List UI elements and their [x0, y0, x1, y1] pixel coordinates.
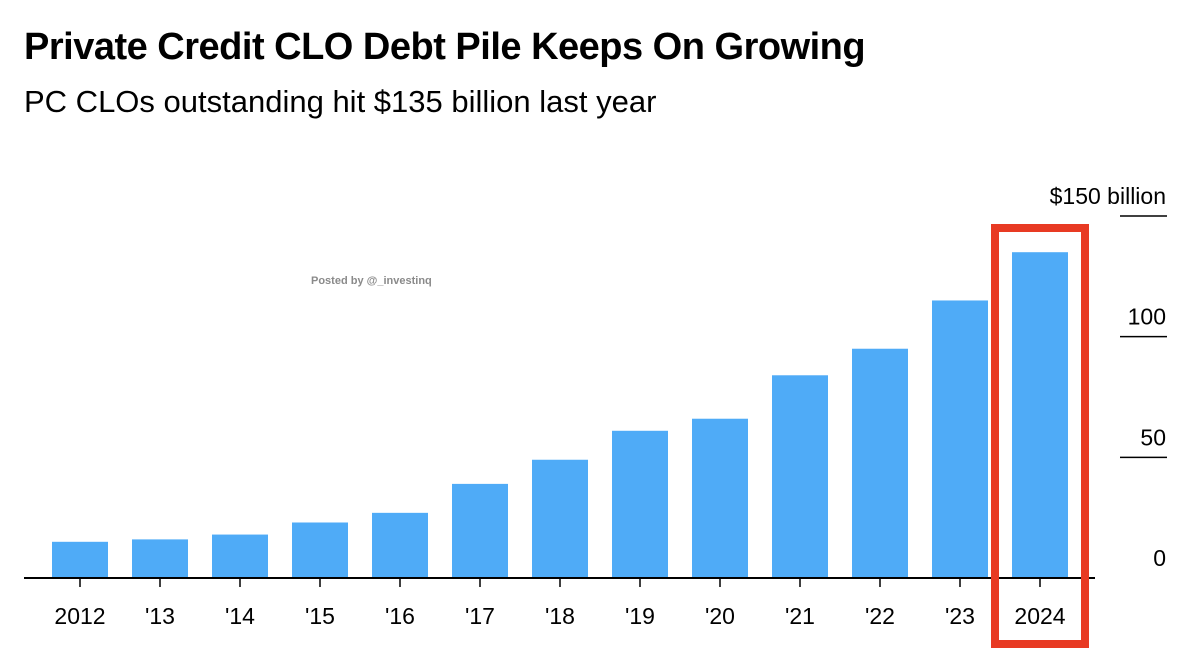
- x-tick-label-7: '19: [625, 603, 655, 629]
- x-tick-label-11: '23: [945, 603, 975, 629]
- x-tick-label-8: '20: [705, 603, 735, 629]
- x-axis: 2012 '13 '14 '15 '16 '17 '18 '19 '20 '21 '22 '23 202…: [24, 577, 1095, 629]
- watermark-text: Posted by @_investinq: [311, 275, 432, 287]
- y-tick-label-2: 100: [1128, 304, 1166, 330]
- chart-subtitle: PC CLOs outstanding hit $135 billion las…: [24, 84, 657, 119]
- bar-7: [612, 430, 668, 578]
- x-tick-label-6: '18: [545, 603, 575, 629]
- bar-9: [772, 375, 828, 578]
- highlight-box: [991, 224, 1089, 648]
- bar-12: [1012, 252, 1068, 578]
- x-tick-label-3: '15: [305, 603, 335, 629]
- bar-6: [532, 459, 588, 578]
- y-axis-ticks: 0 50 100 $150 billion: [1050, 183, 1167, 571]
- highlight-box-group: [991, 224, 1089, 648]
- x-tick-label-12: 2024: [1014, 603, 1065, 629]
- x-tick-label-2: '14: [225, 603, 255, 629]
- y-tick-label-1: 50: [1140, 424, 1166, 450]
- bar-2: [212, 534, 268, 578]
- bars-group: [52, 252, 1068, 578]
- x-tick-label-4: '16: [385, 603, 415, 629]
- x-tick-label-0: 2012: [54, 603, 105, 629]
- bar-4: [372, 512, 428, 578]
- chart-title: Private Credit CLO Debt Pile Keeps On Gr…: [24, 26, 866, 68]
- bar-8: [692, 418, 748, 578]
- y-tick-label-0: 0: [1153, 545, 1166, 571]
- bar-3: [292, 522, 348, 578]
- bar-0: [52, 541, 108, 578]
- bar-5: [452, 483, 508, 578]
- x-tick-label-9: '21: [785, 603, 815, 629]
- x-tick-label-10: '22: [865, 603, 895, 629]
- bar-10: [852, 348, 908, 578]
- bar-1: [132, 539, 188, 578]
- y-tick-label-3: $150 billion: [1050, 183, 1166, 209]
- bar-11: [932, 300, 988, 578]
- x-tick-label-5: '17: [465, 603, 495, 629]
- x-tick-label-1: '13: [145, 603, 175, 629]
